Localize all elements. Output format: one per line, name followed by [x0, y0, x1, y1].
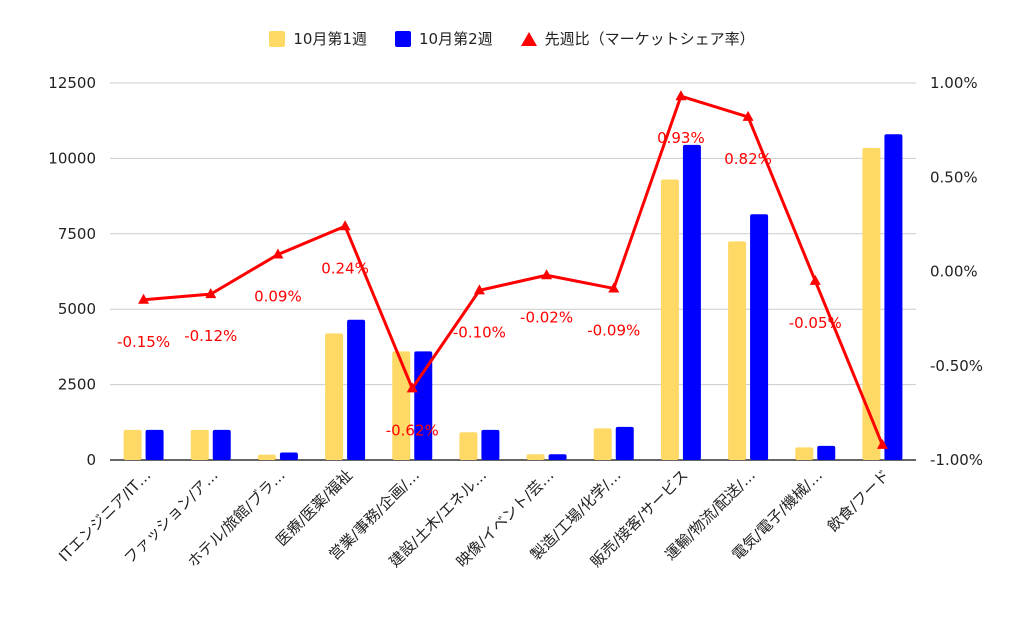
- share-polyline: [143, 94, 884, 446]
- bar-week1: [795, 447, 814, 460]
- right-tick-label: 1.00%: [930, 74, 978, 92]
- share-line: [138, 90, 888, 449]
- legend-swatch-week2: [394, 30, 411, 47]
- bar-week2: [414, 351, 433, 460]
- bar-week2: [682, 144, 701, 460]
- bar-week2: [347, 319, 366, 460]
- legend-swatch-week1: [269, 30, 286, 47]
- share-point: [742, 110, 754, 121]
- legend-item-week2: 10月第2週: [394, 28, 493, 49]
- left-tick-label: 5000: [58, 300, 96, 318]
- legend-label-week2: 10月第2週: [418, 30, 493, 48]
- share-data-label: 0.09%: [254, 288, 302, 306]
- bar-week1: [257, 454, 276, 460]
- share-data-label: -0.10%: [453, 323, 506, 341]
- share-point: [339, 220, 351, 231]
- bar-week1: [862, 147, 881, 460]
- bar-week1: [459, 432, 478, 460]
- bar-week1: [660, 179, 679, 460]
- legend-label-share: 先週比（マーケットシェア率）: [544, 30, 755, 48]
- bar-week1: [392, 351, 411, 460]
- share-point: [608, 282, 620, 293]
- data-labels: -0.15% -0.12% 0.09% 0.24% -0.62% -0.10% -0.02%…: [117, 129, 842, 439]
- share-point: [406, 382, 418, 393]
- bar-week2: [481, 429, 500, 460]
- left-tick-label: 10000: [48, 149, 96, 167]
- legend: 10月第1週 10月第2週 先週比（マーケットシェア率）: [0, 28, 1024, 49]
- bar-week2: [750, 214, 769, 460]
- share-point: [541, 269, 553, 280]
- bar-week1: [593, 428, 612, 460]
- bar-week1: [526, 454, 545, 460]
- share-data-label: -0.05%: [789, 314, 842, 332]
- bar-week1: [325, 333, 344, 460]
- share-point: [675, 90, 687, 101]
- bar-week2: [615, 426, 634, 460]
- bar-week1: [190, 429, 209, 460]
- bar-week2: [884, 134, 903, 460]
- right-axis-ticks: -1.00% -0.50% 0.00% 0.50% 1.00%: [930, 74, 983, 469]
- legend-triangle-icon: [520, 31, 537, 46]
- right-tick-label: -1.00%: [930, 451, 983, 469]
- share-point: [138, 293, 150, 304]
- right-tick-label: -0.50%: [930, 357, 983, 375]
- legend-item-share: 先週比（マーケットシェア率）: [520, 28, 755, 49]
- share-point: [473, 284, 485, 295]
- right-tick-label: 0.00%: [930, 263, 978, 281]
- bars: [123, 134, 903, 460]
- share-data-label: -0.62%: [386, 421, 439, 439]
- share-data-label: -0.09%: [587, 321, 640, 339]
- legend-label-week1: 10月第1週: [293, 30, 367, 48]
- share-data-label: -0.02%: [520, 308, 573, 326]
- share-point: [809, 274, 821, 285]
- share-point: [272, 248, 284, 259]
- left-tick-label: 7500: [58, 225, 96, 243]
- bar-week1: [123, 429, 142, 460]
- bar-week1: [728, 241, 747, 460]
- share-data-label: -0.15%: [117, 333, 170, 351]
- bar-week2: [817, 445, 836, 460]
- gridlines: [110, 82, 916, 461]
- share-data-label: 0.93%: [657, 129, 705, 147]
- left-tick-label: 0: [86, 451, 96, 469]
- category-label: 飲食/フード: [824, 466, 893, 535]
- bar-week2: [548, 454, 567, 460]
- share-data-label: -0.12%: [184, 327, 237, 345]
- share-point: [876, 438, 888, 449]
- legend-item-week1: 10月第1週: [269, 28, 367, 49]
- bar-week2: [212, 429, 231, 460]
- bar-week2: [279, 452, 298, 460]
- bar-week2: [145, 429, 164, 460]
- category-labels: ITエンジニア/IT…ファッション/ア…ホテル/旅館/ブラ…医療/医薬/福祉営業…: [55, 466, 893, 571]
- share-data-label: 0.82%: [724, 150, 772, 168]
- share-data-label: 0.24%: [321, 259, 369, 277]
- right-tick-label: 0.50%: [930, 168, 978, 186]
- left-axis-ticks: 0 2500 5000 7500 10000 12500: [48, 74, 96, 469]
- left-tick-label: 2500: [58, 376, 96, 394]
- left-tick-label: 12500: [48, 74, 96, 92]
- share-point: [205, 288, 217, 299]
